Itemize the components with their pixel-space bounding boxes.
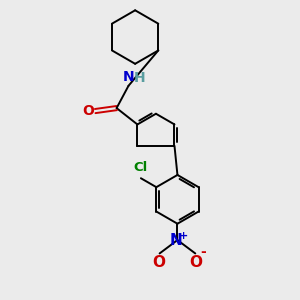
Text: N: N [169, 232, 182, 247]
Text: O: O [83, 104, 94, 118]
Text: O: O [189, 255, 203, 270]
Text: -: - [201, 245, 206, 259]
Text: H: H [134, 71, 146, 85]
Text: +: + [179, 232, 189, 242]
Text: N: N [123, 70, 134, 84]
Text: Cl: Cl [134, 161, 148, 174]
Text: O: O [152, 255, 166, 270]
